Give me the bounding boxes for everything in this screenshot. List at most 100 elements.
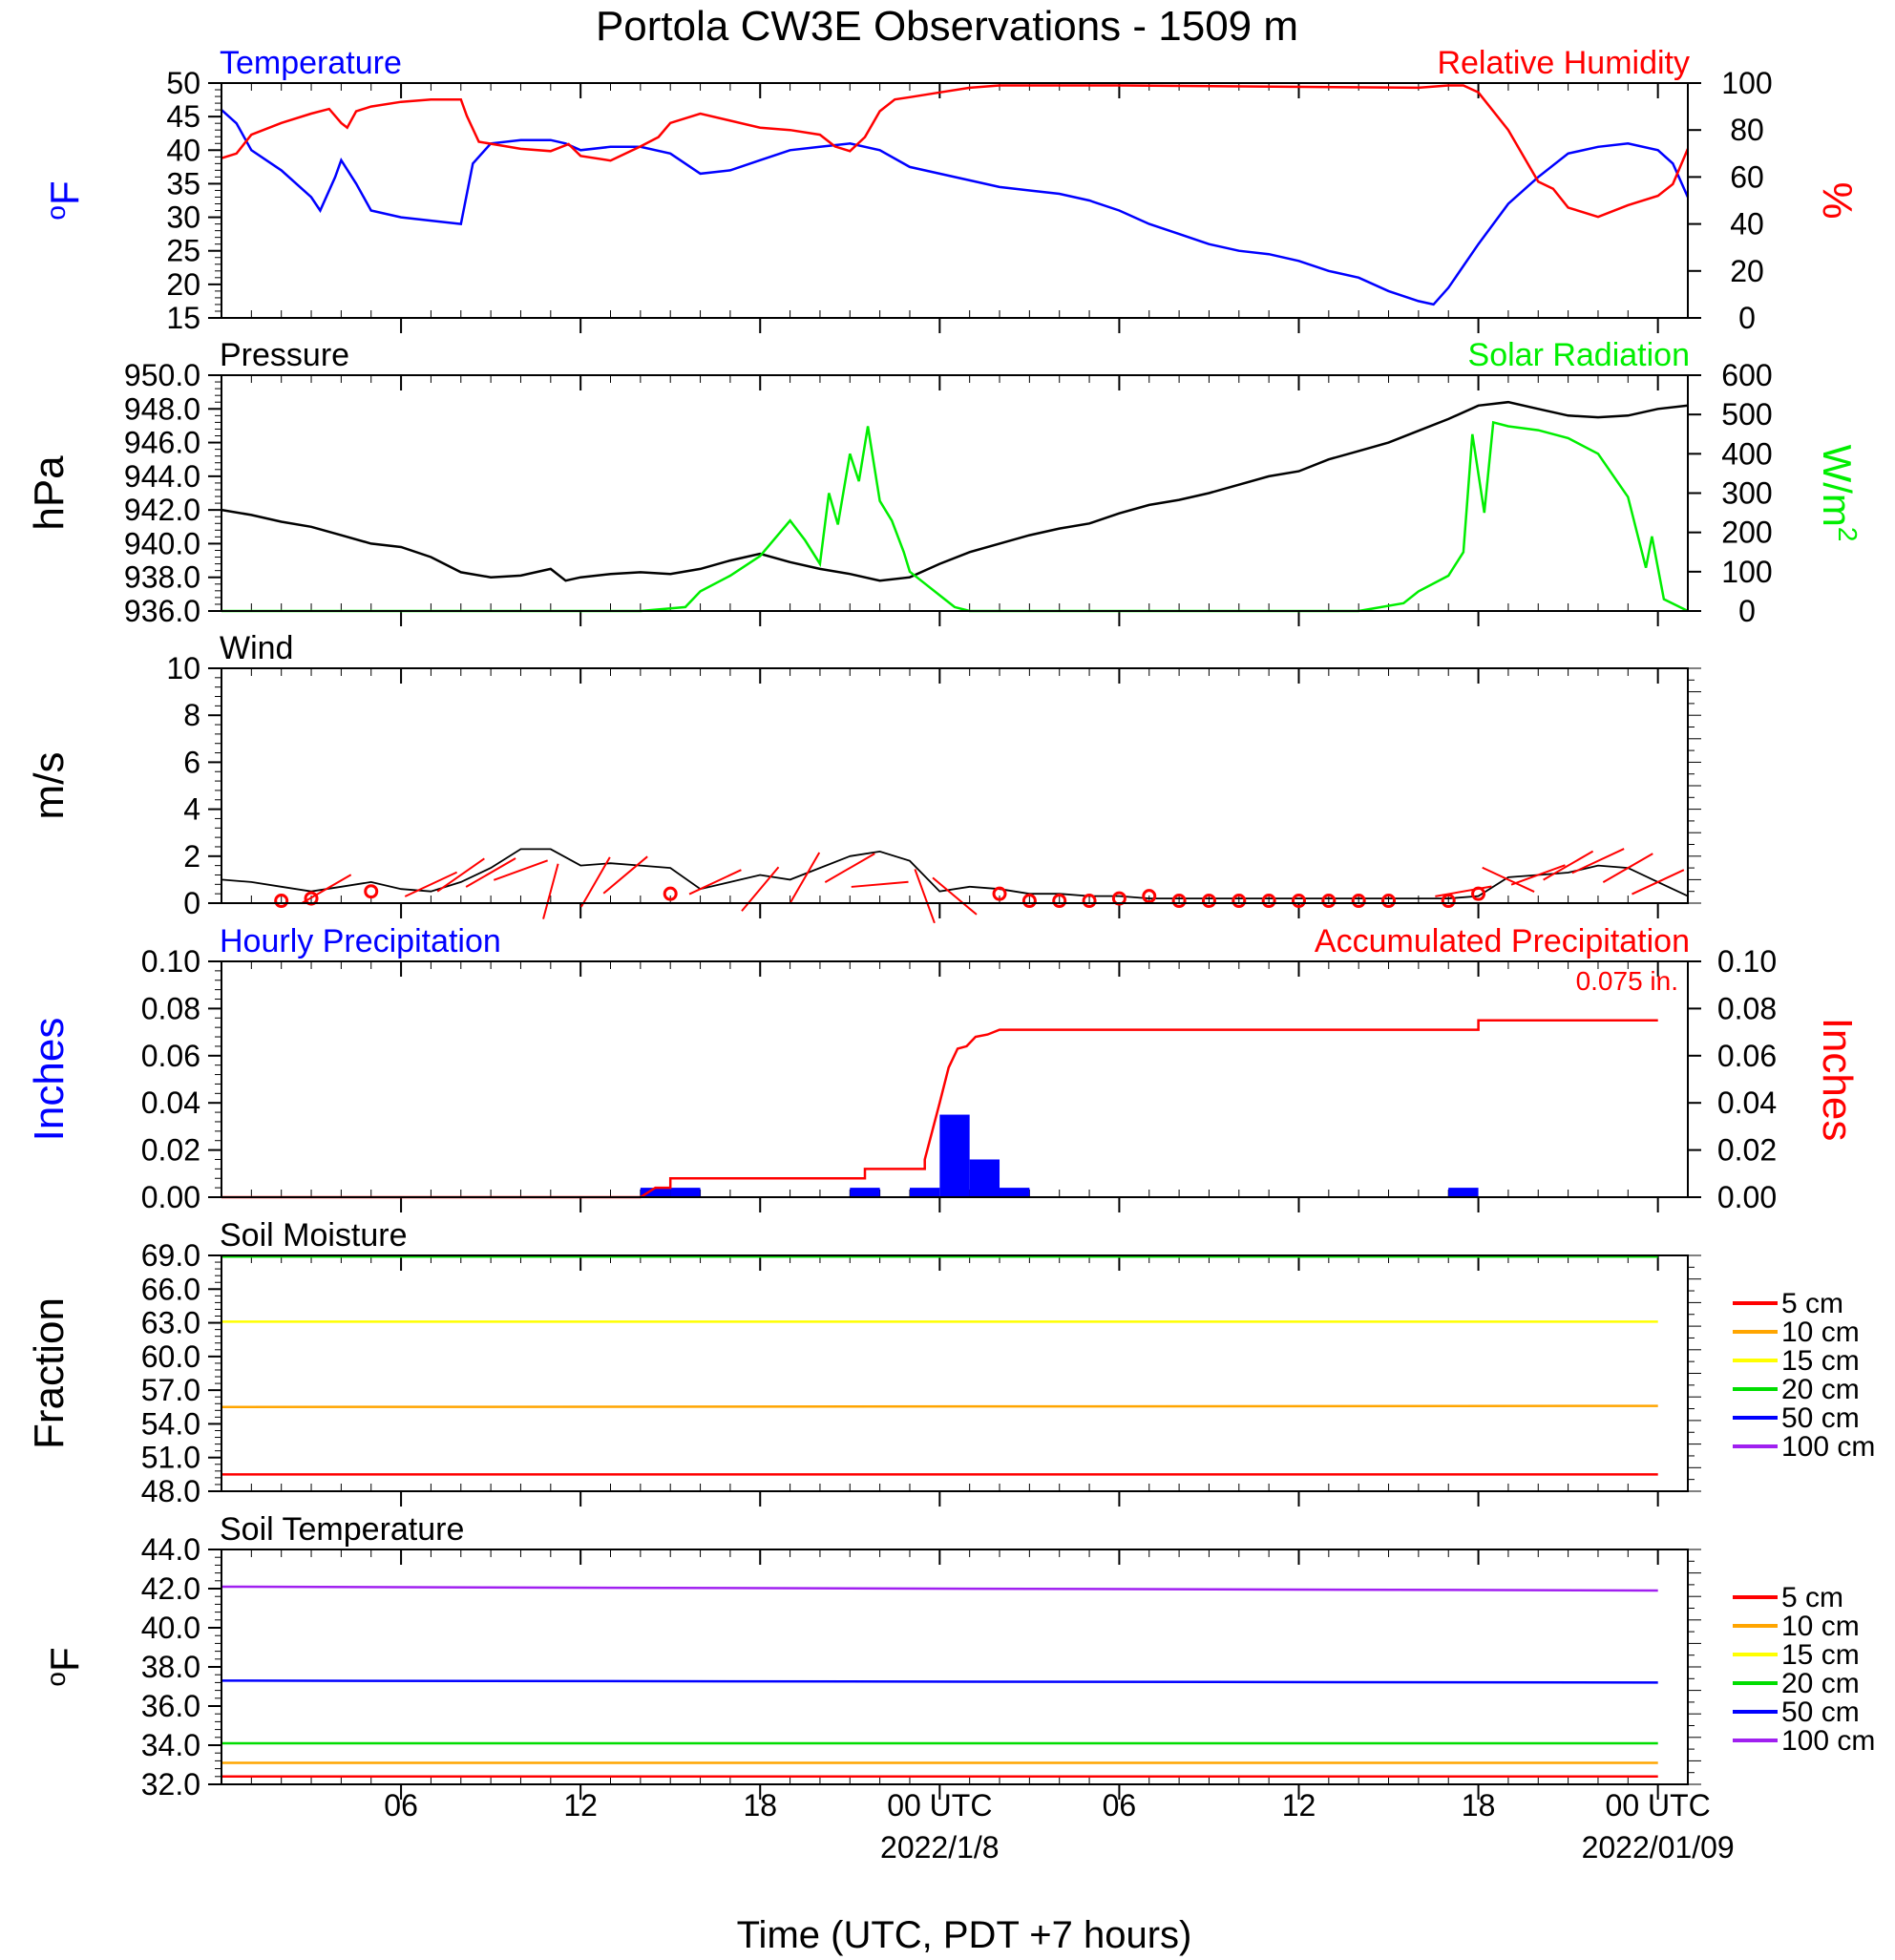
y-tick-label: 32.0	[141, 1767, 200, 1802]
wind-barb-calm	[1111, 891, 1126, 906]
x-tick-label: 00 UTC	[1606, 1788, 1711, 1823]
y-tick-label: 44.0	[141, 1532, 200, 1567]
legend-label: 15 cm	[1781, 1345, 1860, 1377]
y-tick-label: 45	[166, 99, 200, 134]
y-tick-label: 38.0	[141, 1650, 200, 1684]
y-tick-label-right: 0	[1738, 301, 1756, 335]
wind-barb-calm	[1381, 894, 1397, 909]
wind-barb-calm	[364, 884, 379, 899]
wind-barb-calm	[1082, 894, 1097, 909]
legend-label: 5 cm	[1781, 1288, 1843, 1319]
y-tick-label: 0.08	[141, 991, 200, 1025]
y-axis-label-left: m/s	[26, 752, 73, 820]
y-tick-label: 50	[166, 66, 200, 100]
hourly-precip-bar	[909, 1188, 940, 1197]
y-tick-label-right: 0.00	[1717, 1180, 1777, 1214]
hourly-precip-bar	[969, 1159, 1000, 1197]
legend-label: 100 cm	[1781, 1431, 1875, 1463]
y-tick-label-right: 40	[1730, 207, 1764, 242]
soil-10-cm-line	[221, 1404, 1658, 1409]
y-axis-label-left: Fraction	[26, 1297, 73, 1449]
y-tick-label-right: 0.04	[1717, 1085, 1777, 1120]
x-tick-label: 12	[1282, 1788, 1316, 1823]
wind-barb	[824, 853, 875, 883]
y-tick-label: 35	[166, 166, 200, 200]
y-tick-label-right: 0.06	[1717, 1039, 1777, 1073]
y-tick-label-right: 0.10	[1717, 944, 1777, 979]
accumulated-precip-line	[221, 1019, 1658, 1199]
wind-barb-calm	[1142, 889, 1157, 904]
wind-barb	[914, 869, 936, 924]
wind-barb	[542, 863, 559, 919]
y-tick-label: 4	[183, 792, 200, 827]
y-tick-label-right: 100	[1721, 555, 1772, 589]
wind-panel: 10 8 6 4 2 0 Wind m/s	[26, 630, 1701, 924]
wind-barb	[579, 856, 611, 908]
wind-barb	[1632, 869, 1685, 896]
y-tick-label: 942.0	[124, 493, 200, 527]
hourly-precip-bar	[1000, 1188, 1030, 1197]
legend-label: 10 cm	[1781, 1611, 1860, 1642]
wind-barb	[851, 880, 909, 888]
y-tick-label-right: 0	[1738, 594, 1756, 628]
y-tick-label: 6	[183, 745, 200, 779]
y-tick-label: 20	[166, 267, 200, 302]
y-tick-label-right: 200	[1721, 516, 1772, 550]
y-tick-label: 60.0	[141, 1339, 200, 1374]
y-tick-label: 0.00	[141, 1180, 200, 1214]
pressure-solar-panel: 950.0948.0946.0944.0942.0940.0938.0936.0…	[26, 337, 1863, 628]
precip-total-label: 0.075 in.	[1576, 966, 1678, 996]
y-tick-label: 948.0	[124, 391, 200, 426]
y-tick-label: 950.0	[124, 358, 200, 392]
y-tick-label: 2	[183, 839, 200, 874]
plot-frame	[221, 1549, 1689, 1785]
wind-barb-calm	[1441, 894, 1456, 909]
plot-frame	[221, 82, 1689, 319]
y-tick-label: 69.0	[141, 1238, 200, 1273]
y-tick-label: 0.02	[141, 1133, 200, 1168]
y-tick-label: 15	[166, 301, 200, 335]
y-tick-label: 34.0	[141, 1728, 200, 1762]
y-tick-label: 66.0	[141, 1272, 200, 1306]
legend-label: 50 cm	[1781, 1697, 1860, 1728]
y-tick-label-right: 100	[1721, 66, 1772, 100]
wind-barb-calm	[1171, 894, 1187, 909]
y-tick-label: 938.0	[124, 560, 200, 595]
y-tick-label: 63.0	[141, 1306, 200, 1340]
y-tick-label-right: 60	[1730, 159, 1764, 194]
x-date-label: 2022/01/09	[1582, 1830, 1735, 1865]
panel-title-right: Solar Radiation	[1468, 337, 1690, 373]
soil-100-cm-line	[221, 1585, 1658, 1592]
y-tick-label-right: 300	[1721, 476, 1772, 511]
soil-moisture-panel: 69.066.063.060.057.054.051.048.0 Soil Moi…	[26, 1217, 1701, 1508]
unit-text: W/m	[1815, 445, 1860, 527]
x-tick-label: 06	[1103, 1788, 1137, 1823]
time-axis: 06 12 18 00 UTC 06 12 18 00 UTC 2022/1/8 2022/01/…	[384, 1788, 1734, 1865]
hourly-precip-bar	[670, 1188, 701, 1197]
wind-barb-calm	[992, 886, 1007, 901]
y-tick-label: 10	[166, 651, 200, 685]
unit-letter: F	[42, 1647, 87, 1672]
y-tick-label-right: 0.08	[1717, 991, 1777, 1025]
wind-barb-calm	[1471, 886, 1486, 901]
hourly-precip-bar	[939, 1114, 970, 1197]
plot-frame	[221, 374, 1689, 612]
x-date-label: 2022/1/8	[880, 1830, 1000, 1865]
y-tick-label: 8	[183, 698, 200, 732]
wind-barb-calm	[1021, 894, 1037, 909]
y-tick-label: 946.0	[124, 426, 200, 460]
panel-title-left: Hourly Precipitation	[220, 923, 501, 959]
y-tick-label: 0.04	[141, 1085, 200, 1120]
wind-barb-calm	[1201, 894, 1216, 909]
plot-frame	[221, 1254, 1689, 1492]
y-tick-label: 940.0	[124, 526, 200, 560]
y-tick-label-right: 20	[1730, 254, 1764, 288]
wind-barb-calm	[1232, 894, 1247, 909]
plot-frame	[221, 960, 1689, 1198]
wind-barb	[1482, 866, 1535, 893]
legend-label: 5 cm	[1781, 1582, 1843, 1613]
y-tick-label: 40.0	[141, 1611, 200, 1645]
panel-title-left: Soil Moisture	[220, 1217, 408, 1254]
